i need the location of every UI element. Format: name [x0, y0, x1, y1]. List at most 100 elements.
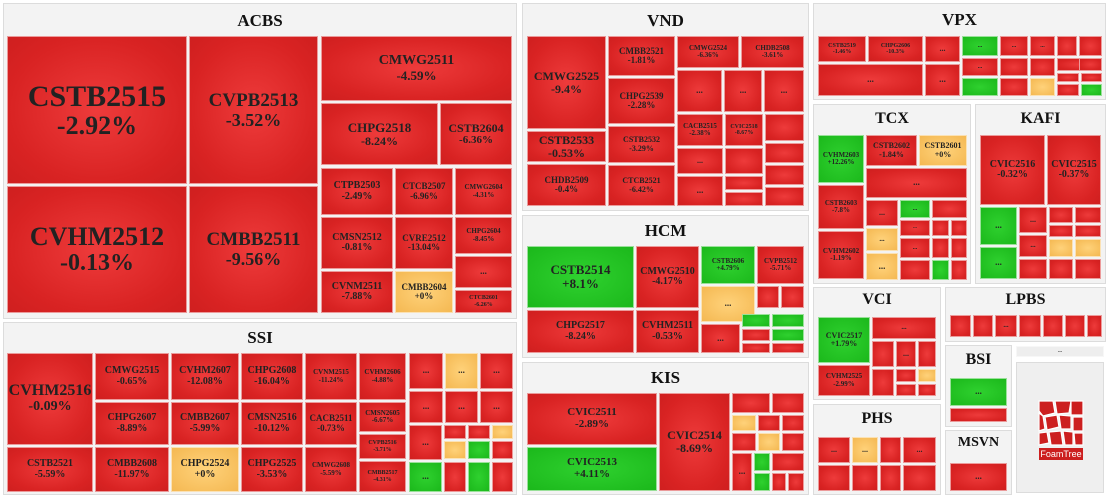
tile-cmwg2524[interactable]: CMWG2524 -6.36%	[677, 36, 739, 68]
tile-more[interactable]	[765, 165, 804, 185]
tile-cvpb2512[interactable]: CVPB2512 -5.71%	[757, 246, 804, 284]
tile-more[interactable]: ...	[409, 391, 443, 423]
tile-more[interactable]	[1079, 58, 1102, 71]
tile-more[interactable]	[903, 465, 936, 491]
tile-more[interactable]	[872, 341, 894, 367]
tile-chdb2509[interactable]: CHDB2509 -0.4%	[527, 164, 606, 206]
tile-more[interactable]	[896, 384, 916, 396]
tile-more[interactable]: ...	[677, 176, 723, 206]
tile-more[interactable]	[932, 220, 949, 236]
tile-more[interactable]: ...	[852, 437, 878, 463]
tile-more[interactable]	[951, 238, 967, 258]
tile-cstb2532[interactable]: CSTB2532 -3.29%	[608, 126, 675, 163]
tile-more[interactable]: ...	[962, 58, 998, 76]
tile-cvhm2525[interactable]: CVHM2525 -2.99%	[818, 365, 870, 396]
tile-more[interactable]	[1049, 239, 1073, 257]
tile-more[interactable]	[1049, 225, 1073, 237]
tile-more[interactable]	[1087, 315, 1102, 337]
tile-cmwg2515[interactable]: CMWG2515 -0.65%	[95, 353, 169, 400]
tile-cstb2603[interactable]: CSTB2603 -7.8%	[818, 185, 864, 229]
tile-chpg2606[interactable]: CHPG2606 -10.3%	[868, 36, 923, 62]
tile-chpg2517[interactable]: CHPG2517 -8.24%	[527, 310, 634, 353]
tile-cstb2519[interactable]: CSTB2519 -1.46%	[818, 36, 866, 62]
tile-more[interactable]	[1057, 73, 1079, 82]
tile-more[interactable]	[896, 369, 916, 382]
tile-more[interactable]	[765, 187, 804, 206]
tile-more[interactable]	[772, 314, 804, 327]
tile-more[interactable]: ...	[896, 341, 916, 367]
tile-more[interactable]	[918, 369, 936, 382]
tile-more[interactable]	[1000, 58, 1028, 76]
tile-more[interactable]: ...	[732, 453, 752, 491]
tile-cmsn2516[interactable]: CMSN2516 -10.12%	[241, 402, 303, 445]
tile-more[interactable]: ...	[866, 228, 898, 251]
tile-cstb2521[interactable]: CSTB2521 -5.59%	[7, 447, 93, 492]
tile-cmwg2525[interactable]: CMWG2525 -9.4%	[527, 36, 606, 129]
tile-more[interactable]	[880, 465, 901, 491]
tile-more[interactable]	[918, 384, 936, 396]
tile-cmbb2604[interactable]: CMBB2604 +0%	[395, 271, 453, 313]
tile-more[interactable]	[818, 465, 850, 491]
tile-cvic2511[interactable]: CVIC2511 -2.89%	[527, 393, 657, 445]
tile-chpg2518[interactable]: CHPG2518 -8.24%	[321, 103, 438, 165]
tile-chpg2607[interactable]: CHPG2607 -8.89%	[95, 402, 169, 445]
tile-cvhm2512[interactable]: CVHM2512 -0.13%	[7, 186, 187, 313]
tile-more[interactable]: ...	[980, 207, 1017, 245]
tile-cmsn2512[interactable]: CMSN2512 -0.81%	[321, 217, 393, 269]
tile-more[interactable]: ...	[903, 437, 936, 463]
tile-more[interactable]	[782, 433, 804, 451]
tile-chpg2608[interactable]: CHPG2608 -16.04%	[241, 353, 303, 400]
tile-more[interactable]: ...	[995, 315, 1017, 337]
tile-more[interactable]	[444, 425, 466, 439]
tile-chpg2539[interactable]: CHPG2539 -2.28%	[608, 78, 675, 124]
tile-more[interactable]	[951, 220, 967, 236]
tile-more[interactable]	[742, 314, 770, 327]
tile-more[interactable]: ...	[950, 378, 1007, 406]
tile-more[interactable]	[758, 415, 780, 431]
tile-more[interactable]	[932, 260, 949, 280]
tile-cvhm2511[interactable]: CVHM2511 -0.53%	[636, 310, 699, 353]
tile-more[interactable]	[732, 393, 770, 413]
tile-more[interactable]	[950, 315, 971, 337]
tile-cvnm2511[interactable]: CVNM2511 -7.88%	[321, 271, 393, 313]
tile-more[interactable]	[1075, 239, 1101, 257]
tile-cvic2518[interactable]: CVIC2518 -8.67%	[725, 114, 763, 146]
tile-more[interactable]: ...	[480, 353, 513, 389]
tile-more[interactable]	[754, 453, 770, 471]
tile-more[interactable]	[444, 441, 466, 459]
tile-cvnm2515[interactable]: CVNM2515 -11.24%	[305, 353, 357, 400]
tile-more[interactable]: ...	[925, 64, 960, 96]
tile-more[interactable]	[781, 286, 804, 308]
tile-cvic2517[interactable]: CVIC2517 +1.79%	[818, 317, 870, 363]
tile-more[interactable]	[742, 329, 770, 341]
tile-more[interactable]: ...	[872, 317, 936, 339]
tile-more[interactable]	[468, 462, 490, 492]
tile-more[interactable]	[1075, 225, 1101, 237]
tile-more[interactable]	[880, 437, 901, 463]
tile-more[interactable]	[765, 114, 804, 141]
tile-more[interactable]	[732, 433, 756, 451]
tile-cvhm2606[interactable]: CVHM2606 -4.88%	[359, 353, 406, 400]
tile-cvic2513[interactable]: CVIC2513 +4.11%	[527, 447, 657, 491]
tile-cvhm2607[interactable]: CVHM2607 -12.08%	[171, 353, 239, 400]
tile-cvic2514[interactable]: CVIC2514 -8.69%	[659, 393, 730, 491]
tile-more[interactable]	[932, 238, 949, 258]
tile-more[interactable]	[900, 260, 930, 280]
tile-more[interactable]	[725, 192, 763, 206]
tile-cstb2601[interactable]: CSTB2601 +0%	[919, 135, 967, 166]
tile-more[interactable]	[468, 425, 490, 439]
tile-cstb2602[interactable]: CSTB2602 -1.84%	[866, 135, 917, 166]
tile-cmbb2517[interactable]: CMBB2517 -4.31%	[359, 461, 406, 492]
tile-more[interactable]	[492, 462, 513, 492]
tile-more[interactable]: ...	[1016, 346, 1104, 357]
tile-more[interactable]	[1079, 36, 1102, 56]
tile-cstb2514[interactable]: CSTB2514 +8.1%	[527, 246, 634, 308]
tile-ctcb2521[interactable]: CTCB2521 -6.42%	[608, 165, 675, 206]
tile-more[interactable]	[765, 143, 804, 163]
tile-more[interactable]	[973, 315, 993, 337]
tile-more[interactable]	[1057, 84, 1079, 96]
tile-cmbb2608[interactable]: CMBB2608 -11.97%	[95, 447, 169, 492]
tile-more[interactable]: ...	[764, 70, 804, 112]
tile-more[interactable]	[872, 369, 894, 396]
tile-more[interactable]	[754, 473, 770, 491]
